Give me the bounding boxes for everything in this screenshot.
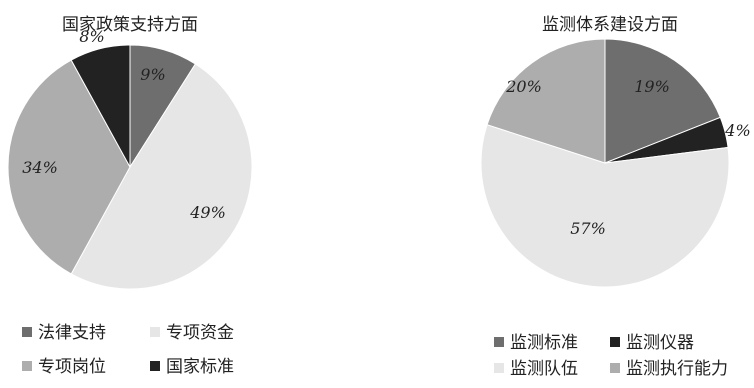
legend-label: 专项资金 <box>166 323 234 343</box>
legend-swatch <box>610 363 620 373</box>
legend-swatch <box>150 361 160 371</box>
legend-swatch <box>22 361 32 371</box>
pie-slice-monitoring-3 <box>486 38 606 164</box>
slice-value-label: 49% <box>189 203 226 222</box>
pie-slice-policy-3 <box>70 44 131 168</box>
legend-label: 监测执行能力 <box>626 359 728 379</box>
slice-value-label: 9% <box>140 65 165 84</box>
legend-label: 监测仪器 <box>626 333 694 353</box>
slice-value-label: 34% <box>22 158 58 177</box>
legend-label: 监测队伍 <box>510 359 578 379</box>
chart-title-policy-support: 国家政策支持方面 <box>62 15 198 35</box>
slice-value-label: 19% <box>634 77 670 96</box>
pie-slice-monitoring-2 <box>480 124 730 288</box>
pie-slice-policy-1 <box>70 63 253 290</box>
legend-label: 法律支持 <box>38 323 106 343</box>
legend-swatch <box>150 327 160 337</box>
legend-label: 专项岗位 <box>38 357 106 377</box>
legend-label: 监测标准 <box>510 333 578 353</box>
pie-slice-policy-2 <box>7 59 131 275</box>
pie-slice-monitoring-0 <box>604 38 721 164</box>
chart-title-monitoring-system: 监测体系建设方面 <box>542 15 678 35</box>
slice-value-label: 20% <box>505 77 542 96</box>
slice-value-label: 8% <box>79 27 104 46</box>
legend-swatch <box>494 337 504 347</box>
legend-label: 国家标准 <box>166 357 234 377</box>
legend-swatch <box>22 327 32 337</box>
slice-value-label: 57% <box>570 219 606 238</box>
legend-swatch <box>610 337 620 347</box>
slice-value-label: 4% <box>724 121 750 140</box>
legend-swatch <box>494 363 504 373</box>
